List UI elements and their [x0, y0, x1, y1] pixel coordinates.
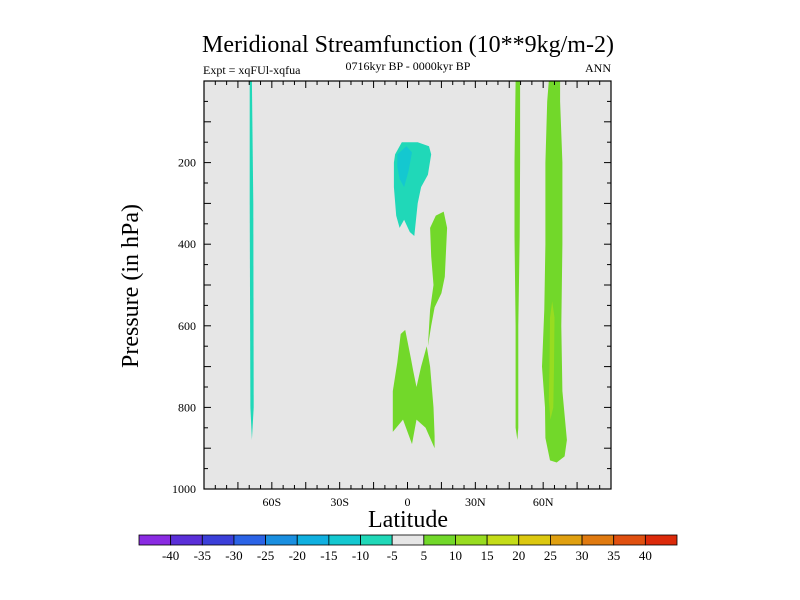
- colorbar-label: 20: [512, 548, 525, 563]
- y-tick-labels: 200 400 600 800 1000: [172, 156, 196, 496]
- colorbar-label: -30: [225, 548, 242, 563]
- x-tick-label: 60N: [533, 495, 554, 509]
- plot-frame: [203, 80, 612, 490]
- colorbar-label: -10: [352, 548, 369, 563]
- colorbar-swatch: [138, 534, 172, 546]
- experiment-label: Expt = xqFUl-xqfua: [203, 63, 301, 77]
- y-tick-label: 200: [178, 156, 196, 170]
- colorbar-label: 35: [607, 548, 620, 563]
- axis-ticks: [203, 80, 612, 490]
- colorbar-swatch: [265, 534, 298, 546]
- contour-region-6: [542, 81, 567, 463]
- y-tick-label: 1000: [172, 482, 196, 496]
- contour-region-0: [249, 81, 254, 440]
- colorbar-swatch: [201, 534, 235, 546]
- x-tick-label: 30N: [465, 495, 486, 509]
- season-label: ANN: [585, 61, 611, 75]
- colorbar: [138, 534, 678, 546]
- colorbar-swatch: [486, 534, 520, 546]
- colorbar-label: -20: [289, 548, 306, 563]
- colorbar-swatch: [328, 534, 361, 546]
- colorbar-label: -5: [387, 548, 398, 563]
- y-tick-label: 800: [178, 400, 196, 414]
- colorbar-label: 25: [544, 548, 557, 563]
- colorbar-label: -15: [320, 548, 337, 563]
- contour-regions: [249, 81, 567, 463]
- colorbar-swatch: [455, 534, 488, 546]
- chart-title: Meridional Streamfunction (10**9kg/m-2): [202, 32, 614, 58]
- colorbar-swatch: [360, 534, 393, 546]
- contour-region-5: [514, 81, 521, 440]
- colorbar-label: 30: [576, 548, 589, 563]
- colorbar-swatch: [518, 534, 551, 546]
- colorbar-swatch: [550, 534, 583, 546]
- colorbar-label: 40: [639, 548, 652, 563]
- contour-region-4: [392, 329, 435, 449]
- colorbar-label: -25: [257, 548, 274, 563]
- contour-region-3: [427, 211, 448, 347]
- colorbar-labels: -40 -35 -30 -25 -20 -15 -10 -5 5 10 15 20 25 30 35 40: [162, 548, 652, 563]
- x-tick-label: 60S: [262, 495, 281, 509]
- colorbar-label: 10: [449, 548, 462, 563]
- colorbar-swatch: [423, 534, 456, 546]
- y-tick-label: 400: [178, 237, 196, 251]
- colorbar-swatch: [644, 534, 678, 546]
- x-tick-labels: 60S 30S 0 30N 60N: [262, 495, 553, 509]
- colorbar-label: -35: [194, 548, 211, 563]
- colorbar-swatch: [613, 534, 646, 546]
- y-tick-label: 600: [178, 319, 196, 333]
- colorbar-swatch: [170, 534, 203, 546]
- colorbar-swatch: [233, 534, 266, 546]
- colorbar-label: 5: [421, 548, 428, 563]
- x-tick-label: 30S: [330, 495, 349, 509]
- contour-region-2: [397, 146, 412, 188]
- x-axis-label: Latitude: [368, 507, 448, 533]
- colorbar-swatch: [296, 534, 330, 546]
- colorbar-label: -40: [162, 548, 179, 563]
- x-tick-label: 0: [405, 495, 411, 509]
- y-axis-label: Pressure (in hPa): [118, 204, 144, 368]
- colorbar-swatch: [581, 534, 615, 546]
- contour-region-7: [548, 301, 555, 420]
- colorbar-swatch: [391, 534, 425, 546]
- time-range-label: 0716kyr BP - 0000kyr BP: [346, 59, 471, 73]
- colorbar-label: 15: [481, 548, 494, 563]
